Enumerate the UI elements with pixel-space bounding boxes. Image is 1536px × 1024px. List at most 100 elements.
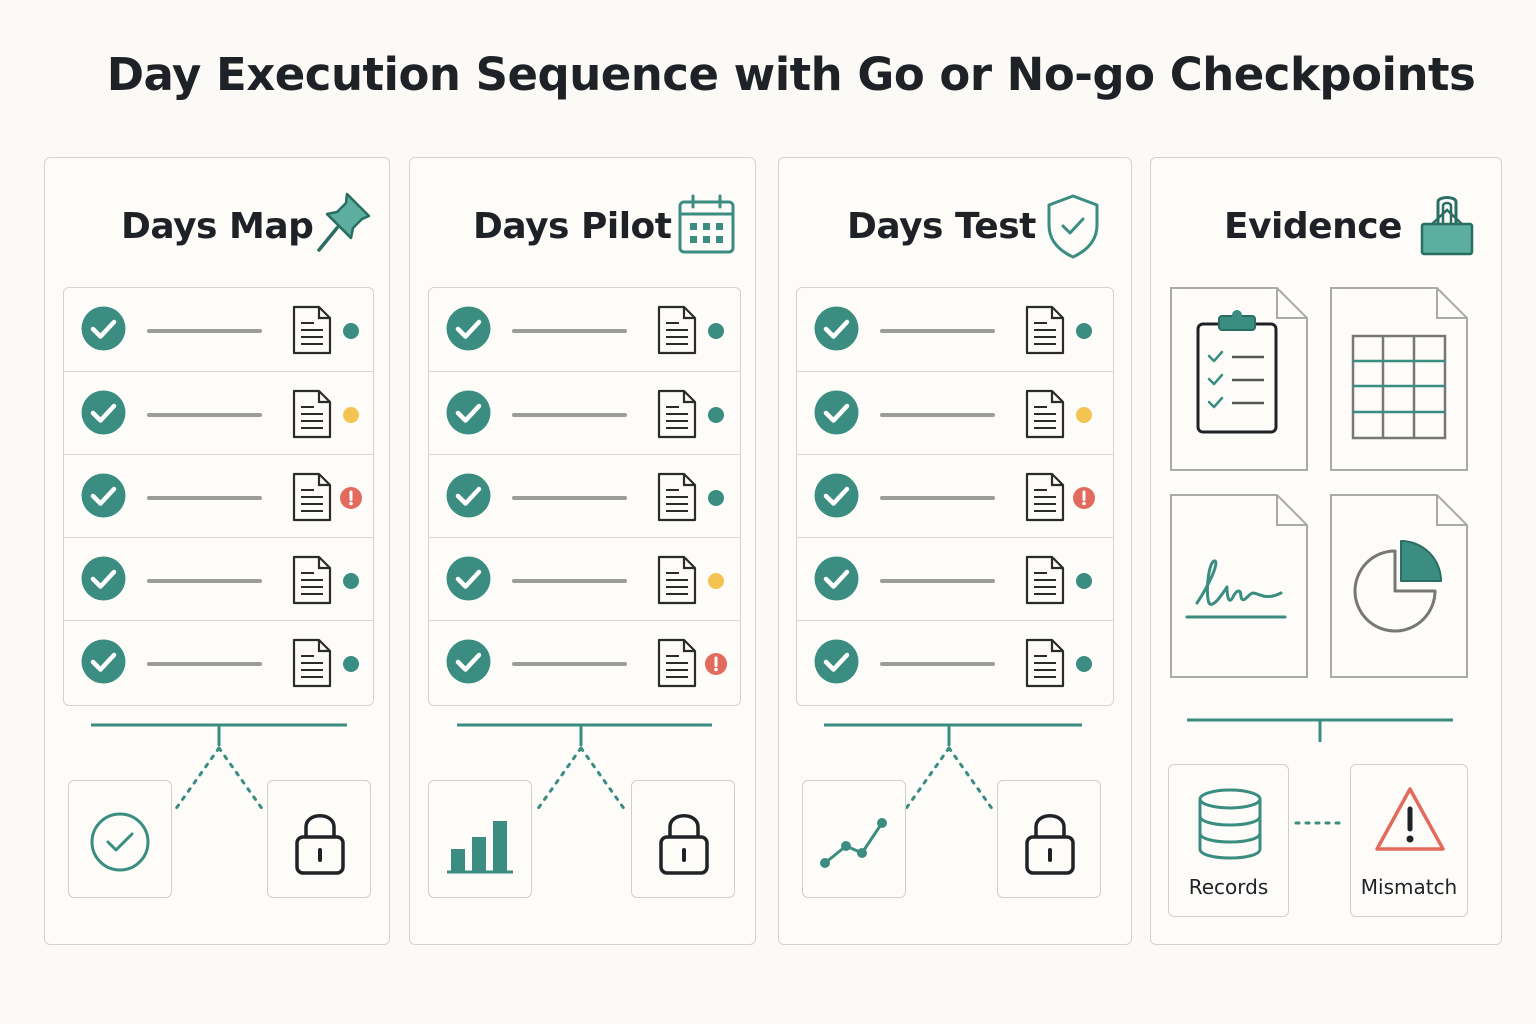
checkpoint-connector bbox=[824, 723, 1082, 812]
document-icon bbox=[657, 638, 697, 688]
evidence-connector bbox=[1187, 718, 1453, 825]
ok-status-dot bbox=[708, 407, 724, 423]
clipboard-checklist-document[interactable] bbox=[1169, 286, 1309, 472]
check-icon bbox=[446, 639, 491, 684]
checkpoint-locked[interactable] bbox=[267, 780, 371, 898]
ok-status-dot bbox=[343, 573, 359, 589]
check-icon bbox=[81, 473, 126, 518]
check-icon bbox=[81, 556, 126, 601]
checklist-row[interactable] bbox=[797, 454, 1113, 538]
document-icon bbox=[1025, 555, 1065, 605]
checklist-row[interactable] bbox=[797, 537, 1113, 621]
signature-document[interactable] bbox=[1169, 493, 1309, 679]
panel-days-map: Days Map bbox=[44, 157, 390, 945]
document-icon bbox=[657, 555, 697, 605]
checklist-row[interactable] bbox=[429, 371, 740, 455]
checkpoint-go[interactable] bbox=[802, 780, 906, 898]
mismatch-box[interactable]: Mismatch bbox=[1350, 764, 1468, 917]
placeholder-line bbox=[512, 579, 627, 583]
warning-status-dot bbox=[343, 407, 359, 423]
checklist-table bbox=[796, 287, 1114, 706]
check-icon bbox=[446, 556, 491, 601]
checklist-row[interactable] bbox=[64, 371, 373, 455]
checkpoint-connector bbox=[91, 723, 347, 812]
checklist-row[interactable] bbox=[429, 288, 740, 371]
document-icon bbox=[1025, 638, 1065, 688]
padlock-icon bbox=[659, 814, 709, 875]
checkpoint-locked[interactable] bbox=[997, 780, 1101, 898]
check-icon bbox=[446, 306, 491, 351]
placeholder-line bbox=[147, 662, 262, 666]
check-circle-icon bbox=[90, 812, 150, 872]
ok-status-dot bbox=[343, 323, 359, 339]
pie-chart-icon bbox=[1353, 540, 1442, 633]
document-icon bbox=[292, 555, 332, 605]
panel-days-pilot: Days Pilot bbox=[409, 157, 756, 945]
panel-title: Days Test bbox=[847, 206, 1036, 247]
document-icon bbox=[292, 305, 332, 355]
ok-status-dot bbox=[708, 323, 724, 339]
page-title: Day Execution Sequence with Go or No-go … bbox=[106, 48, 1476, 101]
line-chart-icon bbox=[820, 818, 887, 868]
checklist-table bbox=[428, 287, 741, 706]
checkpoint-go[interactable] bbox=[68, 780, 172, 898]
shield-check-icon bbox=[1047, 194, 1099, 259]
warning-status-dot bbox=[708, 573, 724, 589]
check-icon bbox=[446, 473, 491, 518]
mismatch-label: Mismatch bbox=[1360, 875, 1458, 899]
document-icon bbox=[1025, 389, 1065, 439]
spreadsheet-document[interactable] bbox=[1329, 286, 1469, 472]
checkpoint-go[interactable] bbox=[428, 780, 532, 898]
padlock-icon bbox=[295, 814, 345, 875]
checklist-row[interactable] bbox=[64, 288, 373, 371]
checklist-row[interactable] bbox=[429, 620, 740, 704]
ok-status-dot bbox=[708, 490, 724, 506]
panel-title: Days Pilot bbox=[473, 206, 672, 247]
checkpoint-locked[interactable] bbox=[631, 780, 735, 898]
padlock-icon bbox=[1025, 814, 1075, 875]
warning-triangle-icon bbox=[1375, 787, 1445, 851]
checkpoint-connector bbox=[457, 723, 712, 812]
error-status-icon bbox=[340, 487, 362, 509]
check-icon bbox=[814, 390, 859, 435]
panel-days-test: Days Test bbox=[778, 157, 1132, 945]
document-icon bbox=[1025, 305, 1065, 355]
check-icon bbox=[814, 473, 859, 518]
checklist-row[interactable] bbox=[797, 620, 1113, 704]
warning-status-dot bbox=[1076, 407, 1092, 423]
records-box[interactable]: Records bbox=[1168, 764, 1289, 917]
placeholder-line bbox=[512, 413, 627, 417]
document-icon bbox=[1025, 472, 1065, 522]
pie-chart-document[interactable] bbox=[1329, 493, 1469, 679]
checklist-row[interactable] bbox=[797, 371, 1113, 455]
panel-title: Evidence bbox=[1224, 206, 1402, 247]
placeholder-line bbox=[880, 329, 995, 333]
checklist-row[interactable] bbox=[64, 537, 373, 621]
placeholder-line bbox=[512, 496, 627, 500]
placeholder-line bbox=[880, 496, 995, 500]
ok-status-dot bbox=[343, 656, 359, 672]
clipboard-checklist-icon bbox=[1196, 310, 1278, 434]
document-icon bbox=[292, 389, 332, 439]
placeholder-line bbox=[147, 579, 262, 583]
checklist-row[interactable] bbox=[429, 454, 740, 538]
checklist-row[interactable] bbox=[429, 537, 740, 621]
signature-icon bbox=[1185, 559, 1287, 619]
pushpin-icon bbox=[317, 192, 371, 252]
placeholder-line bbox=[880, 662, 995, 666]
check-icon bbox=[81, 639, 126, 684]
records-label: Records bbox=[1188, 875, 1269, 899]
document-icon bbox=[292, 638, 332, 688]
checklist-table bbox=[63, 287, 374, 706]
placeholder-line bbox=[880, 579, 995, 583]
document-icon bbox=[292, 472, 332, 522]
check-icon bbox=[814, 639, 859, 684]
checklist-row[interactable] bbox=[64, 620, 373, 704]
ok-status-dot bbox=[1076, 323, 1092, 339]
database-icon bbox=[1198, 788, 1262, 860]
check-icon bbox=[814, 556, 859, 601]
ok-status-dot bbox=[1076, 573, 1092, 589]
checklist-row[interactable] bbox=[64, 454, 373, 538]
ok-status-dot bbox=[1076, 656, 1092, 672]
checklist-row[interactable] bbox=[797, 288, 1113, 371]
